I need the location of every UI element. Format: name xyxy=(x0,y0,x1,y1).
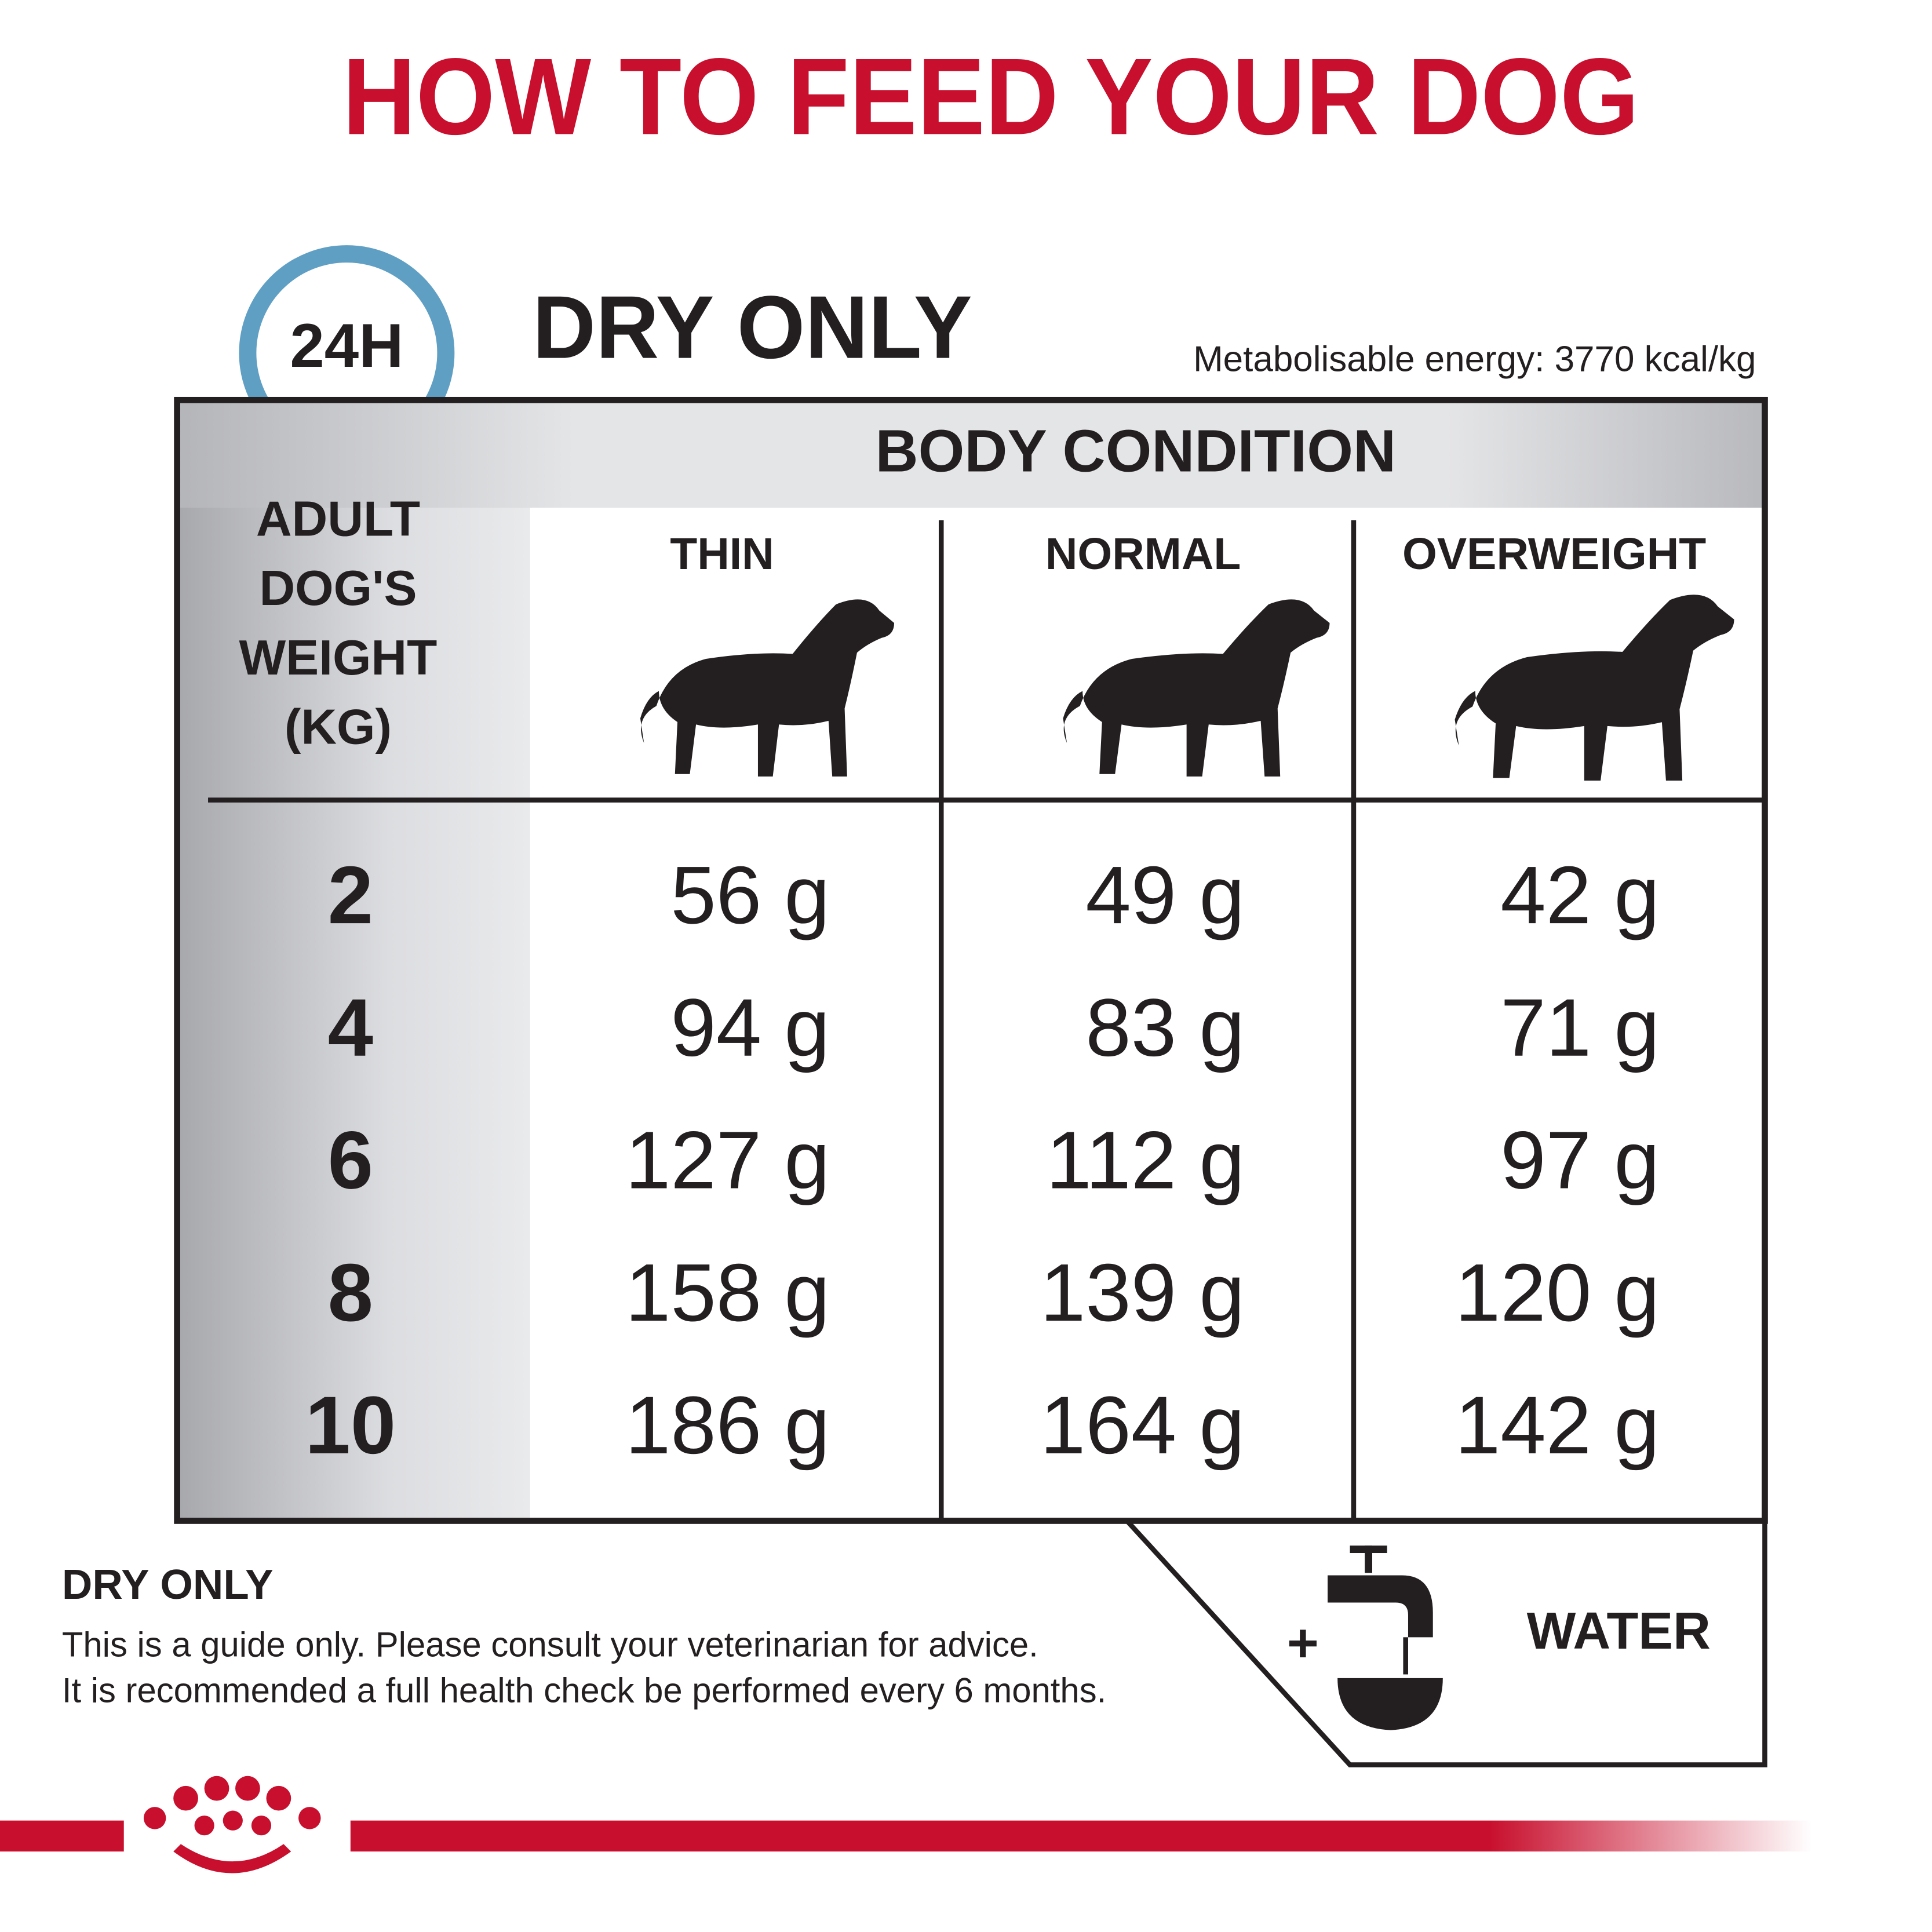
amount: 97 g xyxy=(1500,1114,1660,1205)
logo-area: HOW TO FEED YOUR DOG 24H DRY ONLY Metabo… xyxy=(239,35,1756,461)
footer-title: DRY ONLY xyxy=(62,1561,274,1608)
water-icon xyxy=(1328,1545,1443,1730)
row-header-text: ADULT xyxy=(256,491,420,546)
amount: 71 g xyxy=(1500,982,1660,1073)
group-header: BODY CONDITION xyxy=(876,418,1397,484)
amount: 158 g xyxy=(625,1246,830,1338)
row-header-text: DOG'S xyxy=(259,561,417,616)
amount: 127 g xyxy=(625,1114,830,1205)
weight: 2 xyxy=(328,849,373,941)
plus: + xyxy=(1287,1612,1319,1673)
row-header-bg xyxy=(177,508,530,1521)
amount: 139 g xyxy=(1040,1246,1245,1338)
amount: 83 g xyxy=(1085,982,1245,1073)
footer-line: This is a guide only. Please consult you… xyxy=(62,1625,1038,1664)
row-header-text: WEIGHT xyxy=(239,630,438,686)
column-header: OVERWEIGHT xyxy=(1402,529,1706,579)
column-header: THIN xyxy=(670,529,774,579)
column-header: NORMAL xyxy=(1045,529,1241,579)
amount: 94 g xyxy=(670,982,830,1073)
weight: 8 xyxy=(328,1246,373,1338)
weight: 10 xyxy=(305,1379,396,1471)
brand-bar xyxy=(0,1820,124,1852)
badge-text: 24H xyxy=(290,311,403,380)
clock-gap xyxy=(269,312,424,389)
energy: Metabolisable energy: 3770 kcal/kg xyxy=(1193,339,1756,379)
water-label: WATER xyxy=(1527,1602,1711,1660)
section-title: DRY ONLY xyxy=(533,278,972,377)
amount: 42 g xyxy=(1500,849,1660,941)
amount: 49 g xyxy=(1085,849,1245,941)
weight: 4 xyxy=(328,982,373,1073)
amount: 112 g xyxy=(1046,1114,1245,1205)
amount: 186 g xyxy=(625,1379,830,1471)
amount: 120 g xyxy=(1455,1246,1660,1338)
brand-logo xyxy=(143,1776,321,1873)
brand-bar xyxy=(350,1820,1812,1852)
amount: 56 g xyxy=(670,849,830,941)
amount: 142 g xyxy=(1455,1379,1660,1471)
table-border xyxy=(174,396,1768,1524)
amount: 164 g xyxy=(1040,1379,1245,1471)
row-header-text: (KG) xyxy=(285,700,392,755)
water-box xyxy=(1125,1519,1767,1767)
weight: 6 xyxy=(328,1114,373,1205)
footer-line: It is recommended a full health check be… xyxy=(62,1671,1106,1709)
page-title: HOW TO FEED YOUR DOG xyxy=(342,35,1639,157)
